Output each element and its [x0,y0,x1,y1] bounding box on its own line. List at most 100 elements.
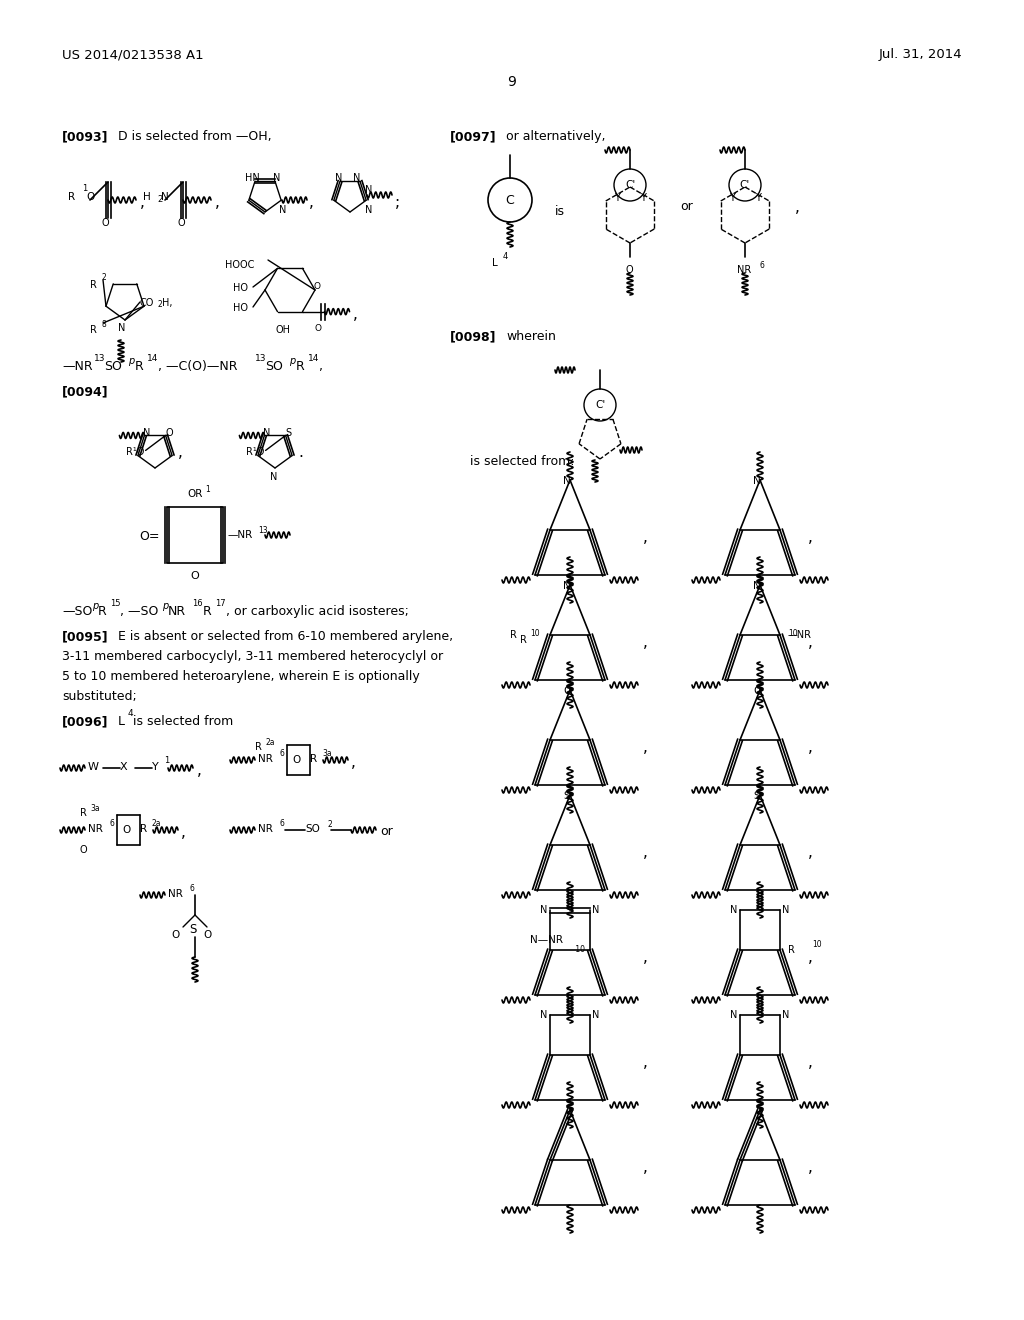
Text: 6: 6 [109,818,114,828]
Text: H,: H, [162,298,172,308]
Text: N: N [592,1010,599,1020]
Text: 8: 8 [101,319,105,329]
Text: N: N [753,581,761,591]
Text: R: R [68,191,75,202]
Text: 1: 1 [164,756,169,766]
Text: N: N [592,906,599,915]
Text: 17: 17 [215,599,225,609]
Text: Y: Y [755,193,761,203]
Text: 6: 6 [279,748,284,758]
Text: 10: 10 [812,940,821,949]
Text: N: N [365,205,373,215]
Text: 4: 4 [503,252,508,261]
Text: C': C' [740,180,751,190]
Text: —SO: —SO [62,605,92,618]
Text: 2: 2 [158,300,163,309]
Text: N: N [118,323,125,333]
Text: 2a: 2a [265,738,274,747]
Text: or alternatively,: or alternatively, [506,129,605,143]
Text: 13: 13 [255,354,266,363]
Text: ;: ; [395,195,400,210]
Text: 3-11 membered carbocyclyl, 3-11 membered heterocyclyl or: 3-11 membered carbocyclyl, 3-11 membered… [62,649,443,663]
Text: , —C(O)—NR: , —C(O)—NR [158,360,238,374]
Text: ,: , [643,531,648,545]
Text: N: N [540,1010,548,1020]
Text: N: N [353,173,360,183]
Text: [0096]: [0096] [62,715,109,729]
Text: 6: 6 [279,818,284,828]
Text: C: C [506,194,514,206]
Text: 1: 1 [205,484,210,494]
Text: 10: 10 [788,630,798,638]
Text: N: N [335,173,342,183]
Text: N—NR: N—NR [530,935,563,945]
Text: O: O [80,845,88,855]
Text: ,: , [808,635,813,649]
Text: 4: 4 [128,709,133,718]
Text: p: p [128,356,134,366]
Text: R: R [296,360,305,374]
Text: 10: 10 [530,630,540,638]
Text: C': C' [625,180,635,190]
Text: ,: , [181,825,186,840]
Text: ,: , [215,195,220,210]
Text: N: N [730,906,737,915]
Text: 3a: 3a [322,748,332,758]
Text: 1: 1 [82,183,87,193]
Text: C': C' [595,400,605,411]
Text: S: S [285,428,291,438]
Text: is: is [555,205,565,218]
Text: is selected from:: is selected from: [470,455,574,469]
Text: NR: NR [258,754,272,764]
Text: HO: HO [233,282,248,293]
Text: [0098]: [0098] [450,330,497,343]
Text: R: R [520,635,527,645]
Text: O: O [563,686,571,696]
Text: O: O [314,282,321,290]
Text: ,: , [319,360,323,374]
Text: R: R [788,945,795,954]
Text: [0094]: [0094] [62,385,109,399]
Text: R: R [90,325,97,335]
Text: R¹O: R¹O [126,447,144,458]
Text: ,: , [808,950,813,965]
Text: p: p [289,356,295,366]
Text: N: N [161,191,169,202]
Text: N: N [782,1010,790,1020]
Text: ,: , [808,741,813,755]
Text: O=: O= [139,531,160,543]
Text: 3a: 3a [90,804,99,813]
Text: O: O [171,931,179,940]
Text: HO: HO [233,304,248,313]
Text: R: R [203,605,212,618]
Text: S: S [753,791,760,801]
Text: 5 to 10 membered heteroarylene, wherein E is optionally: 5 to 10 membered heteroarylene, wherein … [62,671,420,682]
Text: R: R [510,630,517,640]
Text: is selected from: is selected from [133,715,233,729]
Text: p: p [162,601,168,611]
Text: US 2014/0213538 A1: US 2014/0213538 A1 [62,48,204,61]
Text: [0095]: [0095] [62,630,109,643]
Text: O: O [190,572,199,581]
Text: NR: NR [737,265,752,275]
Text: ,: , [351,755,356,770]
Text: ,: , [643,950,648,965]
Text: O: O [625,265,633,275]
Text: —NR: —NR [62,360,92,374]
Text: ,: , [197,763,202,777]
Text: R: R [98,605,106,618]
Text: O: O [753,686,761,696]
Text: Y: Y [614,193,620,203]
Text: OH: OH [275,325,290,335]
Text: ,: , [352,306,357,322]
Text: ,: , [808,845,813,861]
Text: ,: , [178,445,183,459]
Text: [0093]: [0093] [62,129,109,143]
Text: O: O [86,191,94,202]
Text: O: O [203,931,211,940]
Text: ,: , [309,195,314,210]
Text: N: N [563,477,570,486]
Text: HN: HN [245,173,260,183]
Text: 14: 14 [308,354,319,363]
Text: R: R [310,754,317,764]
